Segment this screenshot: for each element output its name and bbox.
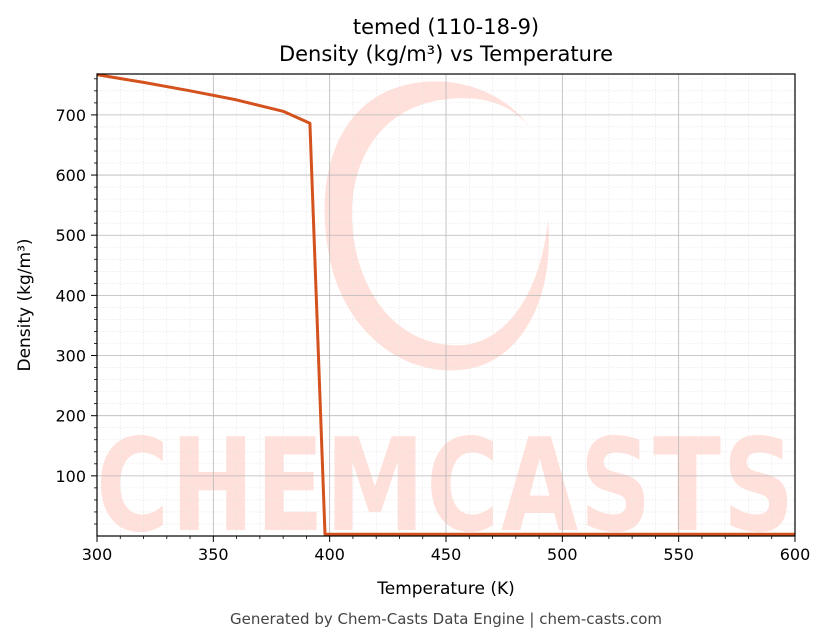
x-tick-label: 450 <box>431 545 462 564</box>
x-tick-label: 550 <box>663 545 694 564</box>
y-tick-label: 200 <box>55 407 86 426</box>
x-tick-label: 600 <box>780 545 811 564</box>
y-tick-label: 100 <box>55 467 86 486</box>
watermark-swirl <box>324 81 549 371</box>
y-axis-label: Density (kg/m³) <box>15 238 35 371</box>
chart-title: temed (110-18-9) <box>353 15 539 39</box>
series-layer <box>96 73 795 536</box>
x-axis-label: Temperature (K) <box>376 579 515 599</box>
y-tick-label: 600 <box>55 166 86 185</box>
footer-credit: Generated by Chem-Casts Data Engine | ch… <box>230 610 662 628</box>
y-tick-label: 400 <box>55 286 86 305</box>
density-series-line <box>96 73 795 536</box>
y-tick-label: 700 <box>55 106 86 125</box>
chart-subtitle: Density (kg/m³) vs Temperature <box>279 42 613 66</box>
y-tick-label: 500 <box>55 226 86 245</box>
x-axis: 300 350 400 450 500 550 600 <box>82 536 811 564</box>
x-tick-label: 350 <box>198 545 229 564</box>
x-tick-label: 400 <box>314 545 345 564</box>
y-tick-label: 300 <box>55 347 86 366</box>
x-tick-label: 300 <box>82 545 113 564</box>
y-axis: 100 200 300 400 500 600 700 <box>55 78 97 525</box>
x-tick-label: 500 <box>547 545 578 564</box>
